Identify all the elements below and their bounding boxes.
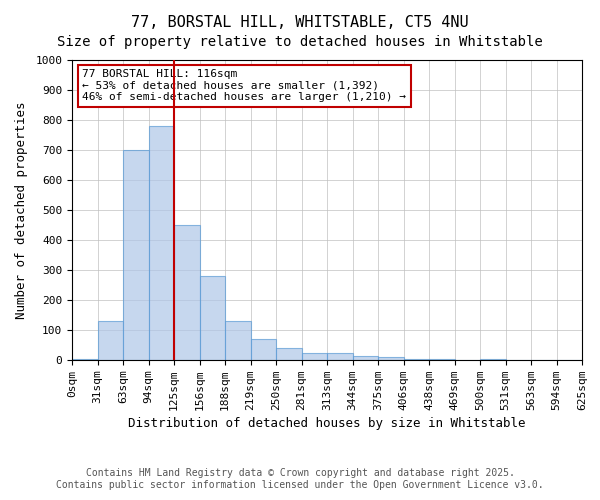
Text: Contains HM Land Registry data © Crown copyright and database right 2025.
Contai: Contains HM Land Registry data © Crown c… — [56, 468, 544, 490]
Y-axis label: Number of detached properties: Number of detached properties — [16, 101, 28, 319]
Bar — [174, 225, 199, 360]
Bar — [302, 352, 327, 360]
Bar — [72, 358, 97, 360]
Bar — [97, 321, 123, 360]
Bar — [429, 358, 455, 360]
Text: 77, BORSTAL HILL, WHITSTABLE, CT5 4NU: 77, BORSTAL HILL, WHITSTABLE, CT5 4NU — [131, 15, 469, 30]
Bar — [149, 126, 174, 360]
Text: Size of property relative to detached houses in Whitstable: Size of property relative to detached ho… — [57, 35, 543, 49]
Bar — [480, 358, 505, 360]
Bar — [404, 358, 429, 360]
Bar — [378, 357, 404, 360]
Bar — [199, 276, 225, 360]
Text: 77 BORSTAL HILL: 116sqm
← 53% of detached houses are smaller (1,392)
46% of semi: 77 BORSTAL HILL: 116sqm ← 53% of detache… — [82, 69, 406, 102]
X-axis label: Distribution of detached houses by size in Whitstable: Distribution of detached houses by size … — [128, 417, 526, 430]
Bar — [327, 352, 353, 360]
Bar — [353, 356, 378, 360]
Bar — [123, 150, 149, 360]
Bar — [251, 339, 276, 360]
Bar — [225, 321, 251, 360]
Bar — [276, 348, 302, 360]
